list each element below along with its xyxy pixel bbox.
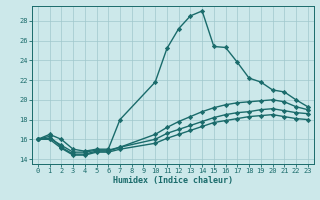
X-axis label: Humidex (Indice chaleur): Humidex (Indice chaleur) xyxy=(113,176,233,185)
